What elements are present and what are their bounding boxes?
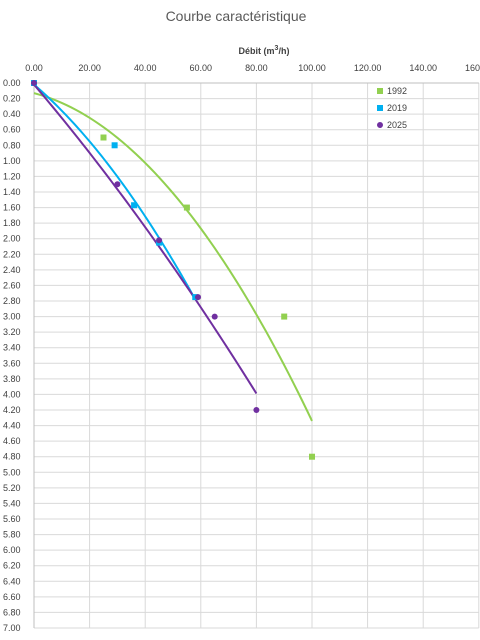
- point-2025: [195, 294, 202, 301]
- x-tick-label: 140.00: [409, 63, 437, 73]
- y-tick-label: 3.00: [3, 312, 21, 322]
- point-1992: [281, 313, 288, 320]
- point-2019: [111, 142, 118, 149]
- y-tick-label: 3.40: [3, 343, 21, 353]
- x-tick-label: 100.00: [298, 63, 326, 73]
- y-tick-label: 0.80: [3, 140, 21, 150]
- point-1992: [100, 134, 107, 141]
- point-1992: [309, 453, 315, 460]
- point-2025: [156, 237, 163, 244]
- y-tick-labels: 0.00 0.20 0.40 0.60 0.80 1.00 1.20 1.40 1.60 1.80…: [3, 78, 21, 633]
- y-tick-label: 1.20: [3, 171, 21, 181]
- y-tick-label: 3.80: [3, 374, 21, 384]
- trendlines: [33, 83, 313, 422]
- trendline-1992: [33, 92, 313, 422]
- y-tick-label: 2.40: [3, 265, 21, 275]
- x-axis-title: Débit (m3/h): [239, 45, 290, 56]
- trendline-2025: [33, 83, 258, 395]
- y-tick-label: 4.20: [3, 405, 21, 415]
- legend-label-2019: 2019: [387, 103, 407, 113]
- y-tick-label: 7.00: [3, 623, 21, 633]
- y-tick-label: 4.80: [3, 452, 21, 462]
- y-tick-label: 5.40: [3, 498, 21, 508]
- chart-title: Courbe caractéristique: [166, 8, 307, 24]
- x-tick-label: 60.00: [190, 63, 213, 73]
- y-tick-label: 1.00: [3, 156, 21, 166]
- y-tick-label: 1.80: [3, 218, 21, 228]
- y-tick-label: 0.40: [3, 109, 21, 119]
- x-tick-label: 40.00: [134, 63, 157, 73]
- point-2019: [131, 202, 138, 209]
- x-tick-label: 120.00: [354, 63, 382, 73]
- y-tick-label: 3.60: [3, 358, 21, 368]
- x-tick-label: 80.00: [245, 63, 268, 73]
- x-axis-title-tail: /h): [278, 46, 289, 56]
- point-1992: [183, 204, 190, 211]
- legend-marker-2025: [377, 122, 383, 128]
- y-tick-label: 4.60: [3, 436, 21, 446]
- x-axis-title-superscript: 3: [275, 45, 279, 52]
- point-2025: [31, 80, 37, 86]
- y-tick-label: 0.60: [3, 125, 21, 135]
- y-tick-label: 2.60: [3, 280, 21, 290]
- legend: 1992 2019 2025: [377, 86, 407, 130]
- y-tick-label: 3.20: [3, 327, 21, 337]
- x-tick-label: 20.00: [78, 63, 101, 73]
- legend-label-2025: 2025: [387, 120, 407, 130]
- y-tick-label: 5.80: [3, 530, 21, 540]
- y-tick-label: 1.40: [3, 187, 21, 197]
- y-tick-label: 6.60: [3, 592, 21, 602]
- legend-label-1992: 1992: [387, 86, 407, 96]
- point-2025: [114, 181, 121, 188]
- y-tick-label: 6.00: [3, 545, 21, 555]
- y-tick-label: 5.20: [3, 483, 21, 493]
- x-tick-labels: 0.00 20.00 40.00 60.00 80.00 100.00 120.00 140.…: [25, 63, 480, 73]
- y-tick-label: 2.80: [3, 296, 21, 306]
- y-tick-label: 2.00: [3, 234, 21, 244]
- legend-marker-2019: [377, 105, 383, 111]
- legend-marker-1992: [377, 88, 383, 94]
- y-tick-label: 0.00: [3, 78, 21, 88]
- y-tick-label: 6.40: [3, 576, 21, 586]
- y-tick-label: 4.00: [3, 389, 21, 399]
- y-tick-label: 2.20: [3, 249, 21, 259]
- gridlines: [33, 82, 480, 629]
- point-2025: [211, 313, 218, 320]
- y-tick-label: 5.00: [3, 467, 21, 477]
- y-tick-label: 6.80: [3, 607, 21, 617]
- y-tick-label: 5.60: [3, 514, 21, 524]
- y-tick-label: 1.60: [3, 203, 21, 213]
- y-tick-label: 4.40: [3, 421, 21, 431]
- point-2025: [253, 407, 260, 413]
- trendline-2019: [33, 83, 197, 300]
- x-tick-label: 0.00: [25, 63, 43, 73]
- data-points: [31, 80, 315, 460]
- x-axis-title-base: Débit (m: [239, 46, 275, 56]
- y-tick-label: 0.20: [3, 94, 21, 104]
- y-tick-label: 6.20: [3, 561, 21, 571]
- x-tick-label: 160.00: [465, 63, 480, 73]
